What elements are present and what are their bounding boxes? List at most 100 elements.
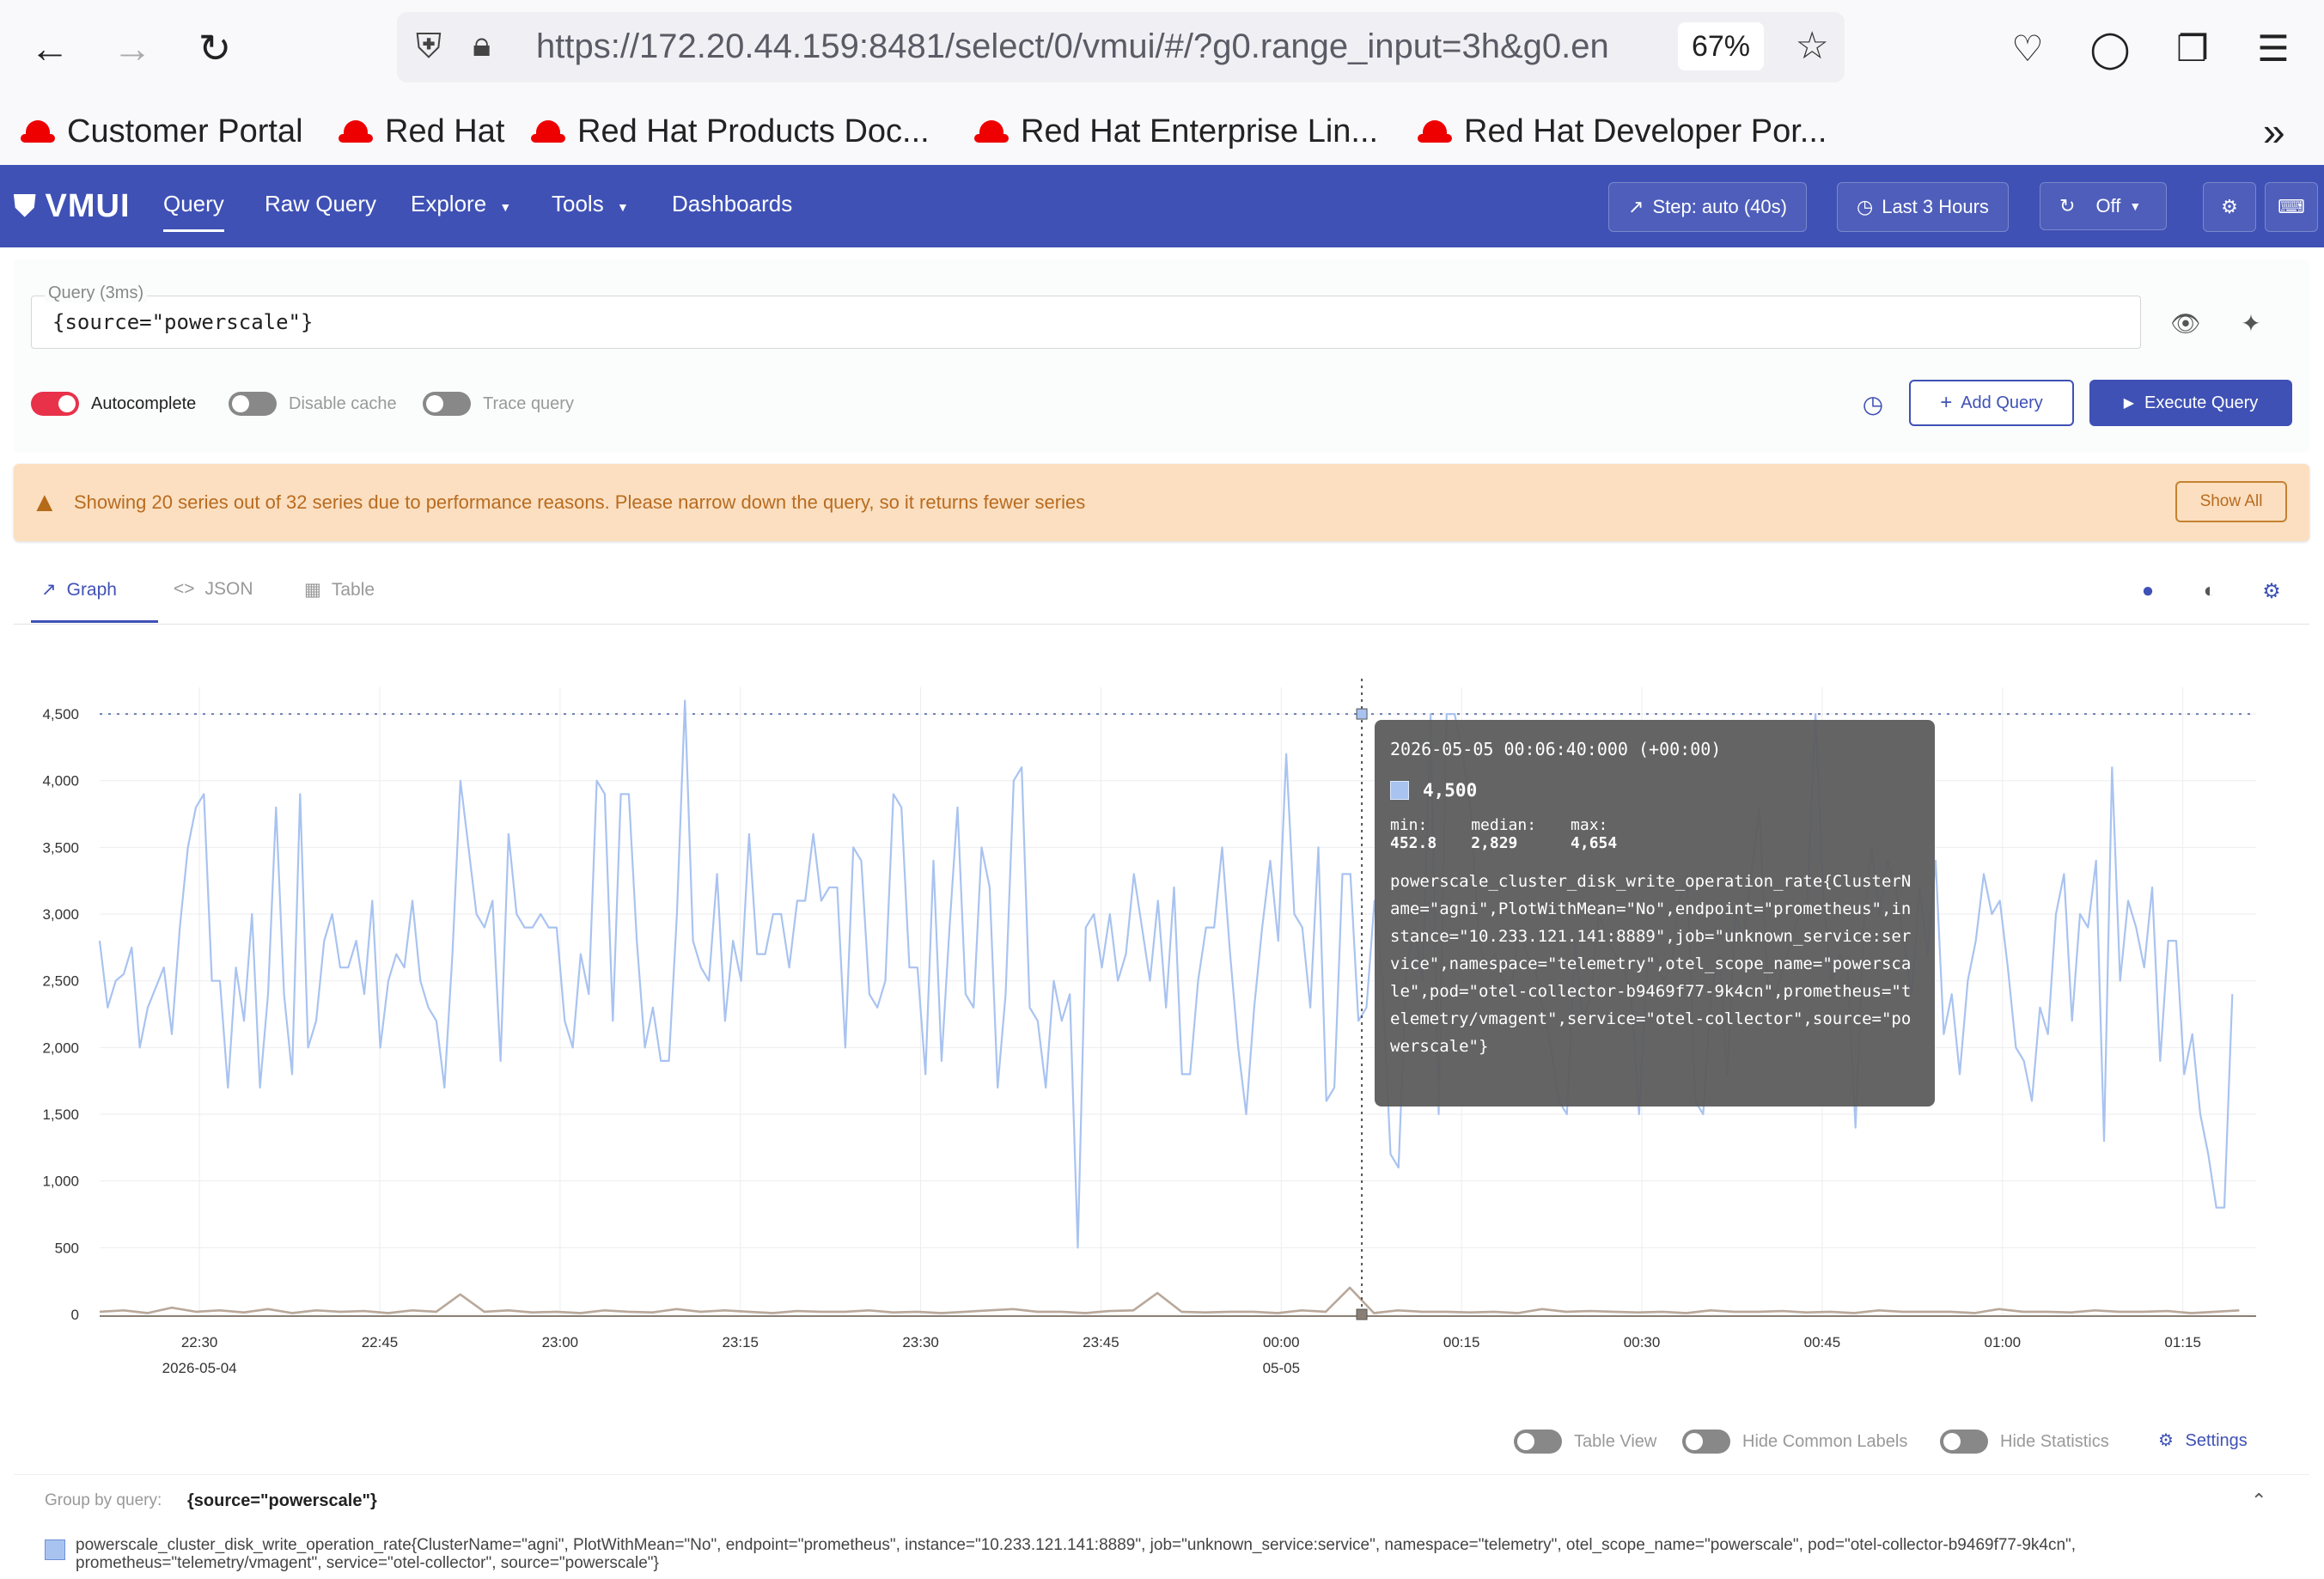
bookmark-item[interactable]: Customer Portal [21, 108, 303, 155]
menu-query[interactable]: Query [163, 191, 224, 232]
menu-explore[interactable]: Explore ▼ [411, 191, 511, 217]
menu-tools[interactable]: Tools ▼ [552, 191, 629, 217]
hide-statistics-toggle[interactable]: Hide Statistics [1940, 1426, 2109, 1457]
palette-icon[interactable]: ◐ [2203, 579, 2217, 602]
legend-area [14, 1474, 2309, 1579]
menu-dashboards[interactable]: Dashboards [672, 191, 793, 216]
toggle-switch[interactable] [1514, 1430, 1562, 1454]
tab-table[interactable]: ▦ Table [304, 579, 375, 601]
tooltip-series-swatch [1390, 781, 1409, 800]
y-tick-label: 2,000 [42, 1039, 79, 1056]
toggle-label: Autocomplete [91, 393, 197, 413]
stat-label: min: [1390, 816, 1428, 834]
toggle-switch[interactable] [229, 392, 277, 416]
x-tick-label: 23:30 [902, 1334, 939, 1350]
cursor-point-low [1356, 1308, 1368, 1320]
x-tick-label: 00:00 [1263, 1334, 1300, 1350]
query-text: {source="powerscale"} [52, 310, 314, 334]
stat-value: 4,654 [1571, 834, 1618, 852]
tab-graph[interactable]: ↗ Graph [41, 579, 117, 601]
tooltip-value-row: 4,500 [1390, 780, 1919, 801]
line-chart[interactable]: 0 500 1,000 1,500 2,000 2,500 3,000 3,500 4,000 4… [0, 636, 2324, 1409]
pocket-icon[interactable]: ♡ [2011, 27, 2044, 69]
extensions-icon[interactable]: ❐ [2176, 27, 2209, 69]
chevron-up-icon[interactable]: ⌃ [2251, 1490, 2267, 1511]
zoom-badge[interactable]: 67% [1677, 22, 1764, 70]
reload-icon[interactable]: ↻ [198, 26, 232, 70]
legend-series-swatch[interactable] [45, 1539, 65, 1560]
lock-icon[interactable]: 🔒︎ [473, 26, 491, 64]
star-bookmark-icon[interactable]: ☆ [1795, 25, 1829, 67]
bookmark-item[interactable]: Red Hat Products Doc... [531, 108, 930, 155]
settings-link[interactable]: ⚙ Settings [2158, 1430, 2248, 1451]
account-icon[interactable]: ◯ [2089, 27, 2131, 69]
x-tick-sublabel: 2026-05-04 [162, 1360, 237, 1376]
bookmark-item[interactable]: Red Hat Enterprise Lin... [974, 108, 1378, 155]
add-query-button[interactable]: + Add Query [1909, 380, 2074, 426]
plus-icon: + [1940, 391, 1953, 414]
settings-gear-icon[interactable]: ⚙ [2203, 182, 2256, 232]
hamburger-menu-icon[interactable]: ☰ [2257, 27, 2290, 69]
sparkle-icon[interactable]: ✦ [2241, 309, 2261, 337]
table-view-toggle[interactable]: Table View [1514, 1426, 1656, 1457]
forward-arrow-icon[interactable]: → [113, 26, 152, 70]
toggle-switch[interactable] [31, 392, 79, 416]
bookmark-label: Red Hat Enterprise Lin... [1021, 113, 1379, 149]
y-tick-label: 2,500 [42, 973, 79, 990]
x-tick-label: 01:00 [1985, 1334, 2022, 1350]
y-tick-label: 1,000 [42, 1174, 79, 1190]
bookmark-item[interactable]: Red Hat [339, 108, 504, 155]
url-bar[interactable]: ⛨ 🔒︎ https://172.20.44.159:8481/select/0… [397, 12, 1845, 82]
chart-tooltip: 2026-05-05 00:06:40:000 (+00:00) 4,500 m… [1375, 720, 1935, 1107]
redhat-icon [531, 119, 565, 144]
y-tick-label: 3,000 [42, 906, 79, 923]
time-range-button[interactable]: ◷ Last 3 Hours [1837, 182, 2009, 232]
bookmark-label: Red Hat [385, 113, 505, 149]
bug-icon[interactable]: ● [2141, 579, 2155, 602]
y-tick-label: 1,500 [42, 1107, 79, 1123]
toggle-switch[interactable] [1682, 1430, 1730, 1454]
x-tick-label: 23:45 [1083, 1334, 1119, 1350]
cursor-point [1356, 708, 1368, 720]
bookmark-item[interactable]: Red Hat Developer Por... [1418, 108, 1827, 155]
code-icon: <> [174, 579, 195, 599]
graph-settings-icon[interactable]: ⚙ [2262, 579, 2281, 603]
hide-common-labels-toggle[interactable]: Hide Common Labels [1682, 1426, 1907, 1457]
y-tick-label: 4,500 [42, 706, 79, 722]
clock-icon: ◷ [1857, 196, 1874, 217]
vmui-logo[interactable]: ⛊ VMUI [14, 182, 131, 230]
series-line-low [99, 1286, 2240, 1314]
result-tabs: ↗ Graph <> JSON ▦ Table ● ◐ ⚙ [14, 558, 2309, 625]
redhat-icon [974, 119, 1009, 144]
history-icon[interactable]: ◷ [1862, 390, 1884, 418]
tooltip-stats: min: 452.8 median: 2,829 max: 4,654 [1390, 816, 1919, 852]
tab-json[interactable]: <> JSON [174, 579, 253, 600]
bookmarks-overflow-icon[interactable]: » [2263, 109, 2285, 154]
toggle-label: Trace query [483, 393, 574, 413]
legend-series-label[interactable]: powerscale_cluster_disk_write_operation_… [76, 1536, 2077, 1572]
shield-icon[interactable]: ⛨ [416, 27, 442, 65]
execute-query-button[interactable]: ▶ Execute Query [2089, 380, 2292, 426]
back-arrow-icon[interactable]: ← [30, 26, 70, 70]
refresh-button[interactable]: ↻ Off ▼ [2040, 182, 2167, 230]
toggle-label: Hide Statistics [2000, 1431, 2109, 1451]
trace-query-toggle[interactable]: Trace query [423, 388, 574, 419]
eye-icon[interactable]: 👁︎ [2170, 309, 2201, 337]
menu-raw-query[interactable]: Raw Query [265, 191, 377, 216]
show-all-button[interactable]: Show All [2175, 481, 2287, 522]
disable-cache-toggle[interactable]: Disable cache [229, 388, 397, 419]
query-input[interactable]: {source="powerscale"} [31, 296, 2141, 349]
tab-label: Graph [66, 579, 117, 600]
bookmark-label: Red Hat Developer Por... [1464, 113, 1827, 149]
refresh-icon: ↻ [2059, 195, 2076, 216]
logo-text: VMUI [45, 187, 131, 224]
browser-toolbar: ← → ↻ ⛨ 🔒︎ https://172.20.44.159:8481/se… [0, 0, 2324, 96]
toggle-switch[interactable] [1940, 1430, 1988, 1454]
x-tick-label: 01:15 [2164, 1334, 2201, 1350]
url-text[interactable]: https://172.20.44.159:8481/select/0/vmui… [536, 27, 1609, 65]
step-button[interactable]: ↗ Step: auto (40s) [1608, 182, 1807, 232]
autocomplete-toggle[interactable]: Autocomplete [31, 388, 196, 419]
toggle-switch[interactable] [423, 392, 471, 416]
x-tick-label: 23:00 [542, 1334, 579, 1350]
keyboard-icon[interactable]: ⌨ [2265, 182, 2318, 232]
